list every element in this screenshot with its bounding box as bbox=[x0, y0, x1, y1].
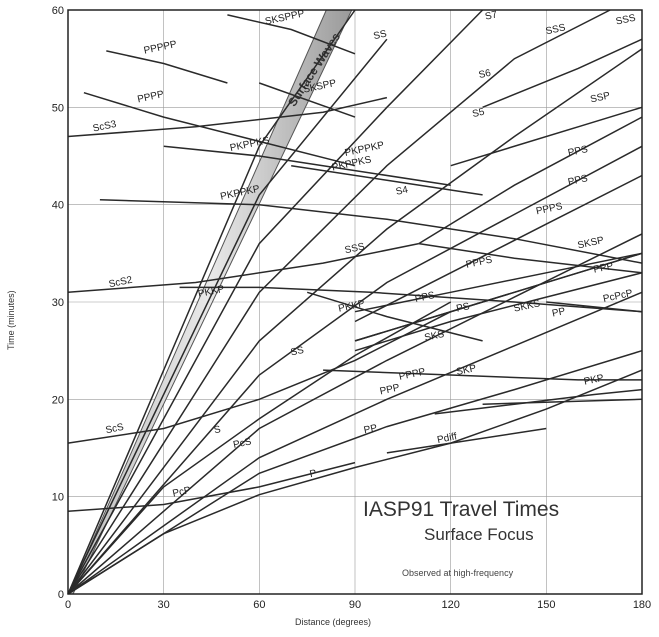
phase-label: SSP bbox=[589, 90, 611, 105]
series-scs bbox=[67, 311, 452, 444]
series-pdiff bbox=[386, 427, 547, 454]
chart-note: Observed at high-frequency bbox=[402, 568, 514, 578]
series-s6 bbox=[67, 38, 388, 595]
phase-label: SSS bbox=[615, 13, 637, 28]
x-tick-label: 180 bbox=[633, 599, 651, 611]
phase-label: SKKS bbox=[513, 298, 542, 314]
phase-label: PPPP bbox=[136, 89, 165, 105]
y-tick-label: 30 bbox=[52, 297, 64, 309]
phase-label: PPS bbox=[414, 290, 436, 305]
x-tick-label: 0 bbox=[65, 599, 71, 611]
phase-label: SS bbox=[290, 345, 306, 359]
phase-label: PcS bbox=[232, 436, 253, 451]
series-pp bbox=[67, 349, 643, 595]
y-tick-label: 20 bbox=[52, 394, 64, 406]
series-ss bbox=[67, 145, 643, 595]
series-s7 bbox=[67, 9, 356, 595]
phase-label: SKS bbox=[423, 329, 445, 344]
phase-label: SSS bbox=[545, 22, 567, 37]
series-pkppkp_2 bbox=[291, 164, 483, 196]
phase-label: PKKP bbox=[337, 298, 366, 314]
y-tick-label: 60 bbox=[52, 5, 64, 17]
series-sss bbox=[67, 48, 643, 595]
phase-label: S7 bbox=[484, 9, 499, 22]
phase-label: SKP bbox=[455, 363, 477, 378]
phase-label: PKP bbox=[583, 373, 605, 388]
series-sksppp bbox=[227, 14, 356, 55]
series-s5 bbox=[67, 9, 484, 595]
series-lines bbox=[67, 9, 643, 595]
x-tick-label: 90 bbox=[349, 599, 361, 611]
y-tick-label: 40 bbox=[52, 200, 64, 212]
series-skspp bbox=[259, 82, 356, 118]
phase-label: S4 bbox=[395, 184, 410, 197]
series-pkks bbox=[306, 291, 483, 342]
phase-label: P bbox=[309, 468, 318, 480]
x-axis-label: Distance (degrees) bbox=[295, 617, 371, 627]
series-pkppks bbox=[163, 145, 451, 186]
series-pkkp bbox=[179, 286, 643, 313]
series-pppp bbox=[67, 233, 643, 595]
series-pkppkp bbox=[99, 199, 643, 264]
phase-label: PS bbox=[455, 301, 471, 315]
series-sss_p bbox=[450, 106, 643, 167]
phase-label: S5 bbox=[471, 107, 486, 120]
phase-label: PPPP bbox=[398, 366, 427, 382]
series-sksp bbox=[418, 242, 643, 274]
series-ssp bbox=[482, 38, 643, 108]
series-s bbox=[67, 301, 452, 595]
series-scs3 bbox=[67, 96, 388, 138]
series-pppp_upper2 bbox=[83, 91, 356, 167]
phase-label: ScS bbox=[105, 422, 126, 437]
x-tick-label: 30 bbox=[158, 599, 170, 611]
phase-label: PKKP bbox=[197, 284, 226, 300]
phase-label: PPS bbox=[567, 144, 589, 159]
series-pkikp bbox=[482, 398, 643, 405]
chart-subtitle: Surface Focus bbox=[424, 525, 534, 544]
series-sks bbox=[354, 272, 643, 352]
series-skks bbox=[354, 252, 643, 313]
y-axis-label: Time (minutes) bbox=[6, 290, 16, 350]
series-ppp bbox=[67, 291, 643, 595]
y-tick-label: 50 bbox=[52, 102, 64, 114]
phase-label: PPP bbox=[593, 261, 615, 276]
chart-title: IASP91 Travel Times bbox=[363, 498, 559, 521]
phase-label: Pdiff bbox=[436, 431, 458, 446]
series-scs2 bbox=[67, 242, 419, 294]
phase-label: PP bbox=[363, 423, 379, 437]
phase-label: SKSP bbox=[577, 235, 606, 251]
phase-label: PP bbox=[551, 306, 567, 320]
phase-label: ScS2 bbox=[108, 275, 134, 291]
phase-label: PcP bbox=[172, 485, 193, 500]
x-tick-label: 60 bbox=[253, 599, 265, 611]
series-pppp_upper bbox=[106, 50, 228, 84]
x-tick-label: 150 bbox=[537, 599, 555, 611]
phase-label: ScS3 bbox=[92, 119, 118, 135]
phase-label: PPPS bbox=[535, 201, 564, 217]
series-pkp bbox=[434, 388, 643, 415]
phase-label: SS bbox=[372, 29, 388, 43]
phase-label: PPPS bbox=[465, 254, 494, 270]
phase-label: S6 bbox=[478, 68, 493, 81]
series-pcppkp bbox=[546, 301, 643, 313]
plot-frame bbox=[67, 9, 643, 595]
y-tick-label: 0 bbox=[58, 589, 64, 601]
series-ssss bbox=[67, 9, 611, 595]
series-ppps bbox=[418, 116, 643, 245]
phase-label: PPP bbox=[379, 382, 401, 397]
y-tick-label: 10 bbox=[52, 492, 64, 504]
series-skp bbox=[323, 369, 642, 381]
phase-label: SSS bbox=[344, 241, 366, 256]
series-sp bbox=[354, 252, 643, 342]
x-tick-label: 120 bbox=[441, 599, 459, 611]
phase-label: PPS bbox=[567, 173, 589, 188]
axes: 0 30 60 90 120 150 180 0 10 20 30 40 50 60 bbox=[52, 5, 651, 611]
phase-label: S bbox=[213, 424, 222, 436]
series-pps bbox=[354, 174, 643, 323]
